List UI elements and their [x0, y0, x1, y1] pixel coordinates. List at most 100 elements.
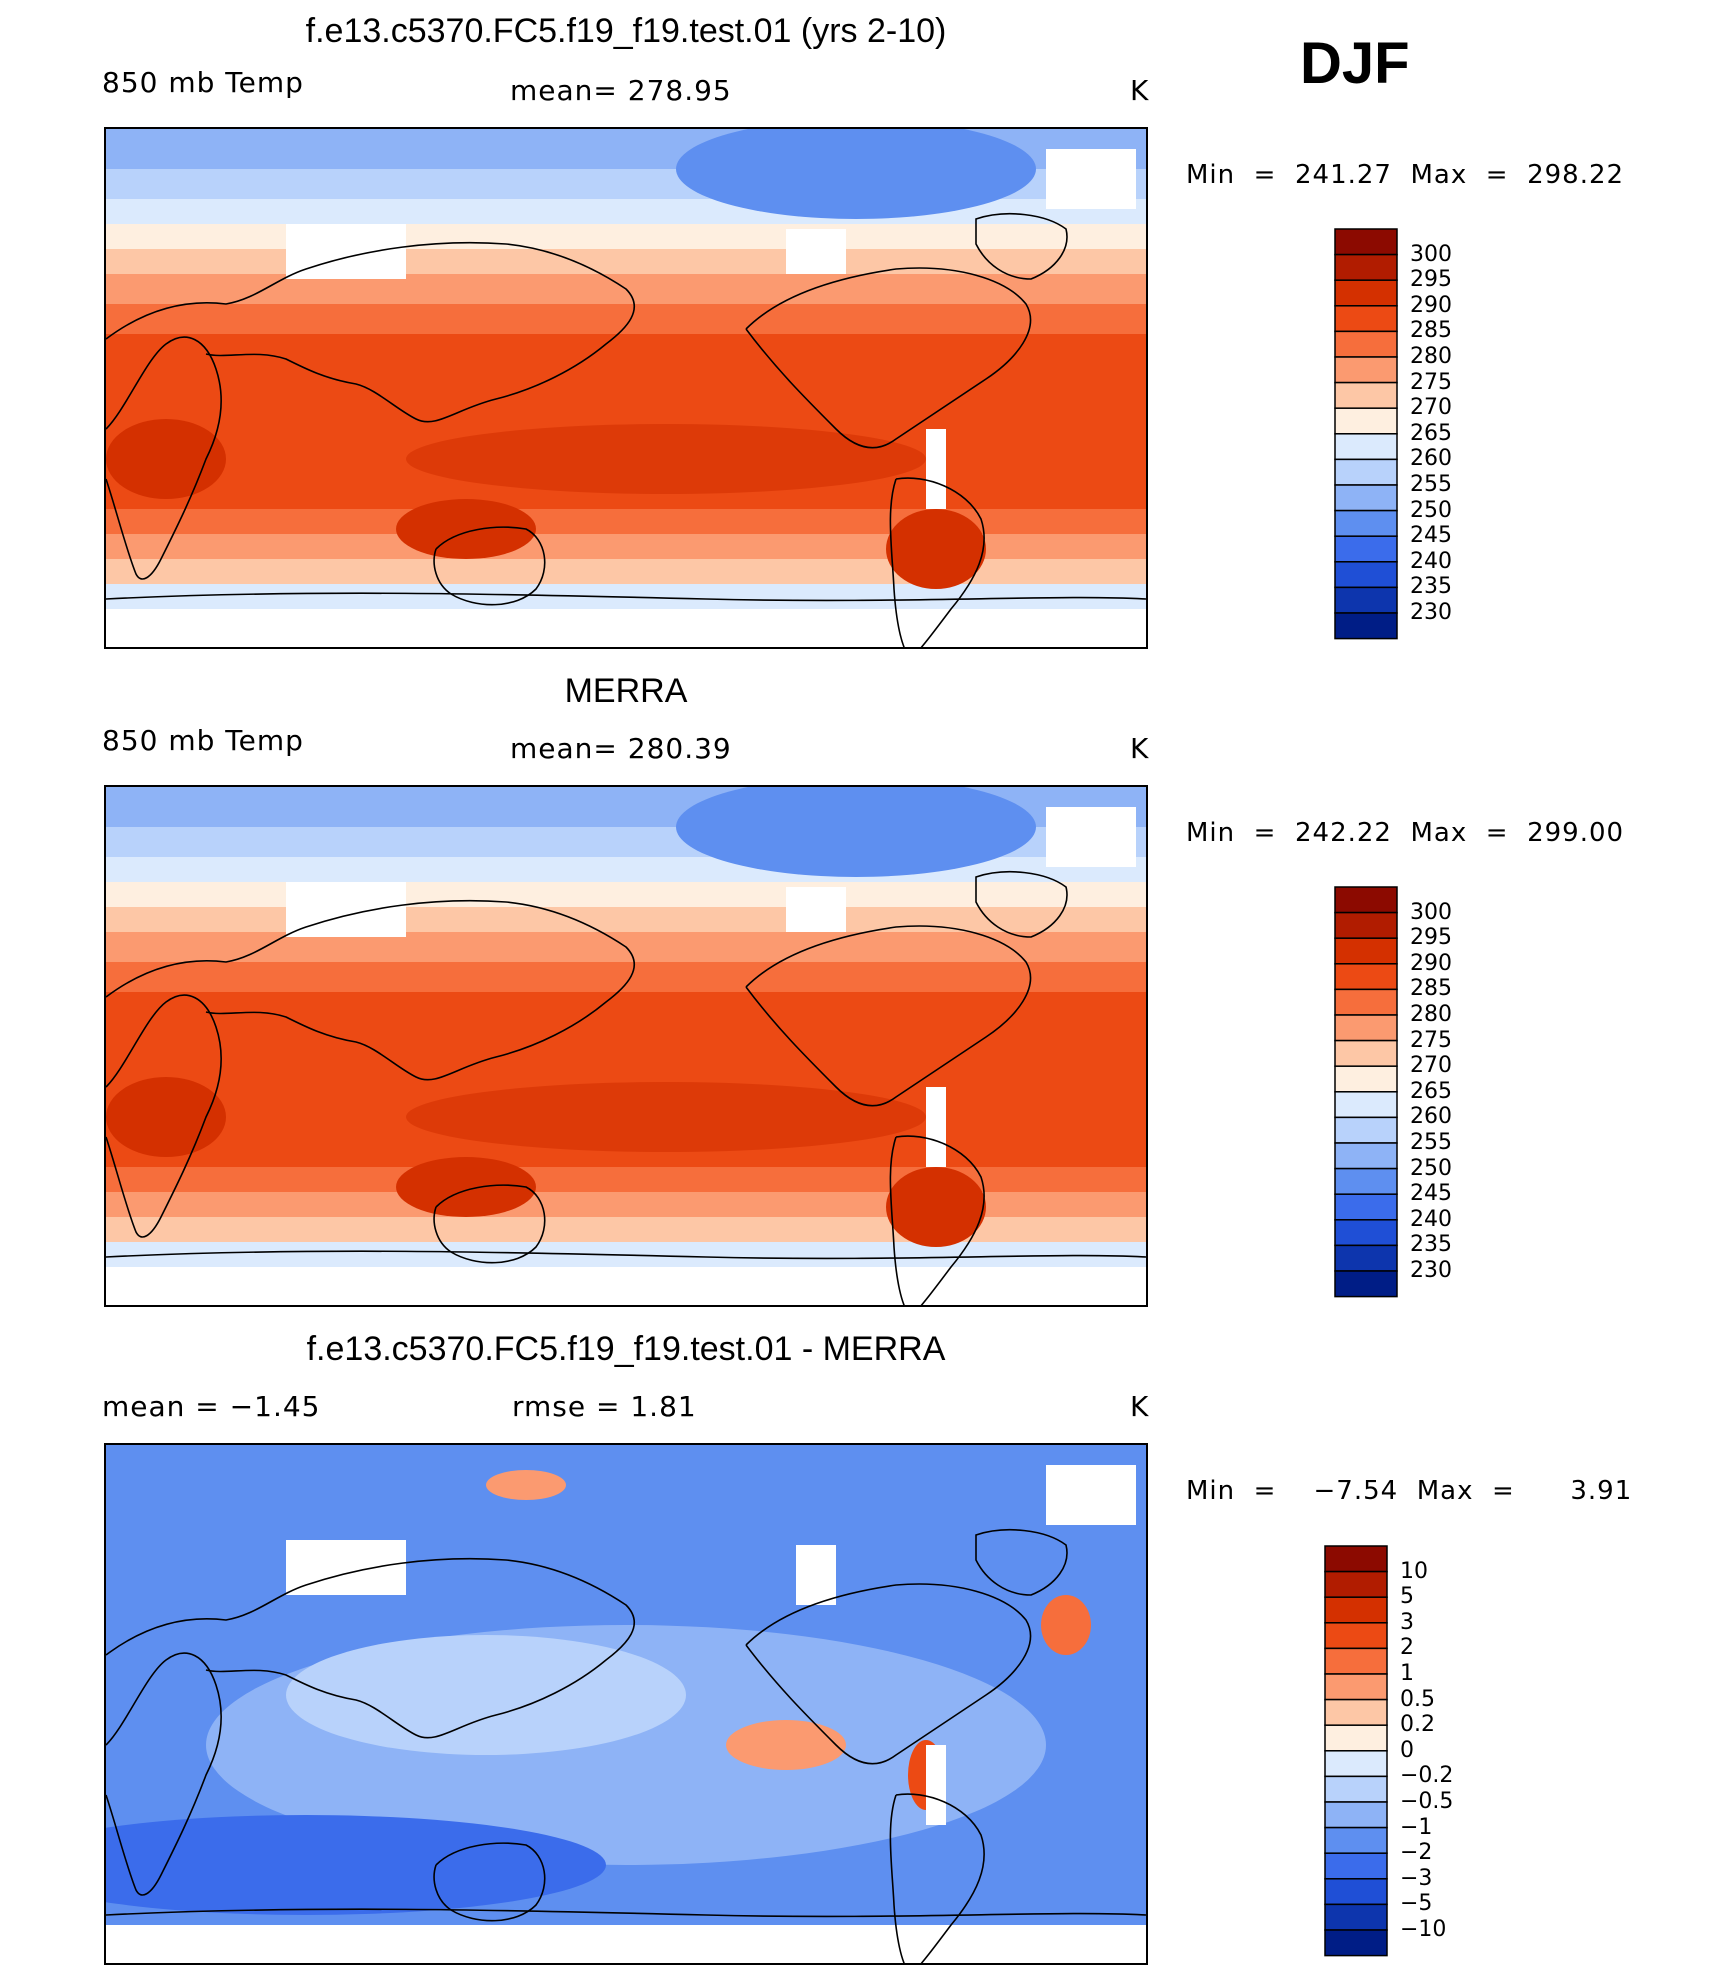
model-colorbar-label-14: 230	[1410, 600, 1452, 625]
minmax-obs: Min = 242.22 Max = 299.00	[1186, 818, 1625, 848]
svg-obs-coastline-2	[433, 1184, 546, 1264]
obs-colorbar-label-6: 270	[1410, 1053, 1452, 1079]
obs-colorbar-box-1	[1334, 911, 1398, 939]
obs-colorbar-label-2: 290	[1410, 950, 1452, 976]
model-colorbar-label-3: 285	[1410, 318, 1452, 344]
svg-diff-coastline-5	[975, 1529, 1068, 1596]
obs-colorbar-box-10	[1334, 1142, 1398, 1170]
svg-obs-mask-andes	[926, 1087, 946, 1167]
model-colorbar-box-1	[1334, 253, 1398, 281]
svg-obs-band-2	[106, 857, 1146, 882]
model-colorbar-box-14	[1334, 586, 1398, 614]
diff-colorbar-box-12	[1324, 1852, 1388, 1880]
diff-colorbar-label-0: 10	[1400, 1558, 1428, 1584]
obs-colorbar-label-10: 250	[1410, 1155, 1452, 1181]
units-label-diff: K	[1130, 1390, 1150, 1423]
model-colorbar-box-8	[1334, 433, 1398, 461]
svg-model-coastline-4	[889, 477, 985, 647]
diff-colorbar-label-5: 0.5	[1400, 1686, 1435, 1712]
obs-colorbar-box-5	[1334, 1014, 1398, 1042]
svg-model-band-3	[106, 224, 1146, 249]
diff-colorbar-box-13	[1324, 1878, 1388, 1906]
svg-diff-blob-cold-south	[106, 1815, 606, 1915]
diff-colorbar-label-1: 5	[1400, 1584, 1414, 1610]
svg-model-mask-greenland	[1046, 149, 1136, 209]
svg-obs-band-10	[106, 1217, 1146, 1242]
svg-obs-coastline-0	[106, 994, 222, 1238]
svg-model-coastline-3	[745, 267, 1032, 449]
diff-colorbar-box-15	[1324, 1929, 1388, 1957]
diff-colorbar-box-9	[1324, 1775, 1388, 1803]
diff-colorbar-box-6	[1324, 1698, 1388, 1726]
svg-obs-cold-arctic	[676, 787, 1036, 877]
svg-diff-blob-warm-siberia	[486, 1470, 566, 1500]
svg-obs-warm-core-australia	[396, 1157, 536, 1217]
svg-obs-mask-rockies	[786, 887, 846, 932]
obs-colorbar-label-8: 260	[1410, 1104, 1452, 1130]
svg-obs-coastline-6	[106, 1250, 1146, 1260]
colorbar-obs: 300 295 290 285 280 275 270 265 260 255 250 245 240 2…	[1334, 886, 1494, 1300]
svg-obs-warm-core-pacific	[406, 1082, 926, 1152]
svg-obs-coastline-3	[745, 925, 1032, 1107]
obs-colorbar-box-9	[1334, 1116, 1398, 1144]
panel-title-model: f.e13.c5370.FC5.f19_f19.test.01 (yrs 2-1…	[305, 12, 947, 50]
svg-obs-warm-core-africa	[106, 1077, 226, 1157]
obs-colorbar-label-13: 235	[1410, 1232, 1452, 1258]
mean-label-diff: mean = −1.45	[102, 1390, 321, 1423]
svg-model-band-12	[106, 609, 1146, 647]
model-colorbar-label-0: 300	[1410, 241, 1452, 267]
obs-colorbar-box-6	[1334, 1039, 1398, 1067]
obs-colorbar-box-14	[1334, 1244, 1398, 1272]
map-diff	[104, 1443, 1148, 1965]
obs-colorbar-box-7	[1334, 1065, 1398, 1093]
model-colorbar-box-10	[1334, 484, 1398, 512]
obs-colorbar-box-15	[1334, 1270, 1398, 1298]
svg-model-cold-arctic	[676, 129, 1036, 219]
model-colorbar-box-15	[1334, 612, 1398, 640]
diff-colorbar-label-10: −1	[1400, 1814, 1433, 1840]
model-colorbar-label-11: 245	[1410, 523, 1452, 549]
variable-label-model: 850 mb Temp	[102, 66, 304, 99]
svg-obs-band-3	[106, 882, 1146, 907]
svg-obs-mask-tibet	[286, 882, 406, 937]
svg-obs-coastline-5	[975, 871, 1068, 938]
diff-colorbar-box-4	[1324, 1647, 1388, 1675]
obs-colorbar-label-0: 300	[1410, 899, 1452, 925]
diff-colorbar-box-8	[1324, 1750, 1388, 1778]
model-colorbar-label-1: 295	[1410, 267, 1452, 293]
diff-colorbar-box-0	[1324, 1545, 1388, 1573]
svg-model-mask-tibet	[286, 224, 406, 279]
svg-model-band-8	[106, 509, 1146, 534]
model-colorbar-box-9	[1334, 458, 1398, 486]
diff-colorbar-label-11: −2	[1400, 1840, 1433, 1866]
svg-model-band-2	[106, 199, 1146, 224]
panel-title-diff: f.e13.c5370.FC5.f19_f19.test.01 - MERRA	[306, 1330, 946, 1368]
svg-diff-coastline-2	[433, 1842, 546, 1922]
obs-colorbar-box-12	[1334, 1193, 1398, 1221]
obs-colorbar-label-11: 245	[1410, 1181, 1452, 1207]
model-colorbar-box-11	[1334, 509, 1398, 537]
diff-colorbar-label-2: 3	[1400, 1609, 1414, 1635]
model-colorbar-box-4	[1334, 330, 1398, 358]
obs-colorbar-label-7: 265	[1410, 1078, 1452, 1104]
model-colorbar-box-7	[1334, 407, 1398, 435]
svg-model-warm-core-africa	[106, 419, 226, 499]
model-colorbar-box-3	[1334, 305, 1398, 333]
svg-obs-band-9	[106, 1192, 1146, 1217]
model-colorbar-box-0	[1334, 228, 1398, 256]
svg-diff-blob-2	[286, 1635, 686, 1755]
svg-model-mask-andes	[926, 429, 946, 509]
svg-model-coastline-1	[106, 241, 636, 423]
svg-model-coastline-2	[433, 526, 546, 606]
model-colorbar-label-5: 275	[1410, 369, 1452, 395]
diff-colorbar-box-7	[1324, 1724, 1388, 1752]
panel-title-obs: MERRA	[564, 672, 688, 710]
model-colorbar-box-12	[1334, 535, 1398, 563]
svg-model-mask-rockies	[786, 229, 846, 274]
svg-model-warm-core-samerica	[886, 509, 986, 589]
diff-colorbar-box-10	[1324, 1801, 1388, 1829]
minmax-model: Min = 241.27 Max = 298.22	[1186, 160, 1625, 190]
svg-diff-mask-andes	[926, 1745, 946, 1825]
model-colorbar-label-8: 260	[1410, 446, 1452, 472]
svg-model-coastline-5	[975, 213, 1068, 280]
